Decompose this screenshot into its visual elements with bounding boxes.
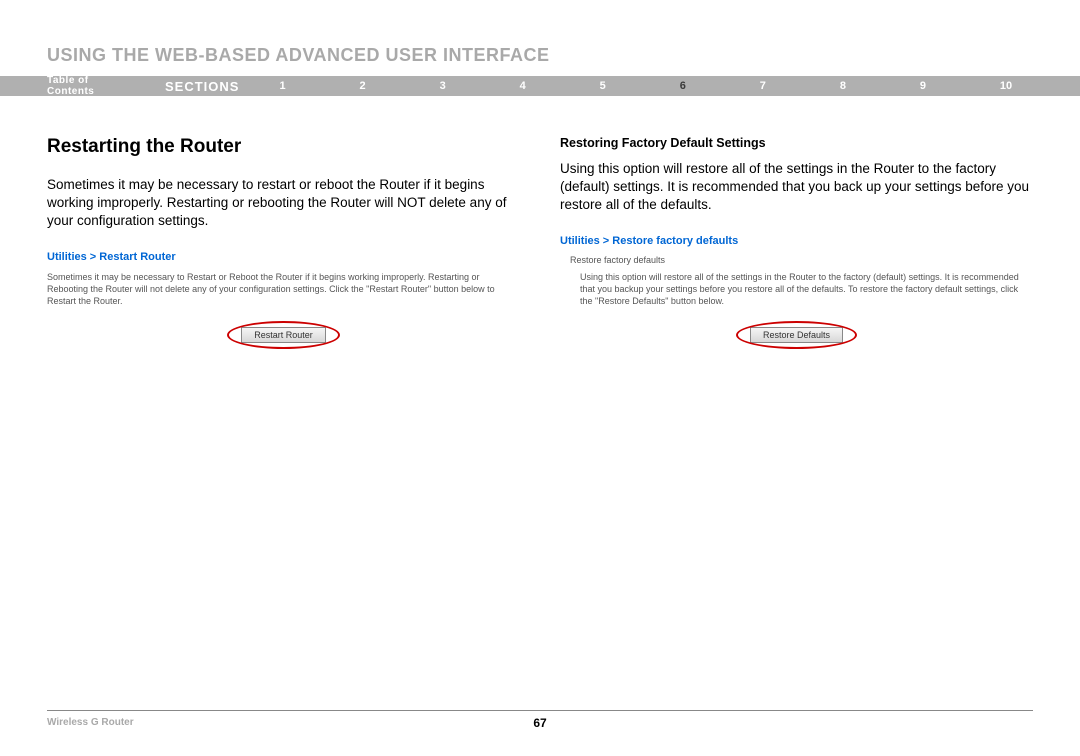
page-title: USING THE WEB-BASED ADVANCED USER INTERF…: [0, 0, 1080, 76]
restore-small-desc: Using this option will restore all of th…: [560, 271, 1033, 307]
content-area: Restarting the Router Sometimes it may b…: [0, 96, 1080, 343]
section-link-5[interactable]: 5: [600, 80, 680, 92]
sections-label: SECTIONS: [165, 79, 239, 94]
restart-router-button[interactable]: Restart Router: [241, 327, 326, 343]
restart-breadcrumb-link[interactable]: Utilities > Restart Router: [47, 251, 520, 263]
right-column: Restoring Factory Default Settings Using…: [560, 136, 1033, 343]
section-link-10[interactable]: 10: [1000, 80, 1080, 92]
restore-breadcrumb-link[interactable]: Utilities > Restore factory defaults: [560, 235, 1033, 247]
page-footer: Wireless G Router 67: [47, 710, 1033, 728]
page-number: 67: [533, 716, 546, 730]
section-link-2[interactable]: 2: [360, 80, 440, 92]
restart-button-wrap: Restart Router: [47, 325, 520, 343]
restore-defaults-button[interactable]: Restore Defaults: [750, 327, 843, 343]
restore-button-wrap: Restore Defaults: [560, 325, 1033, 343]
restart-router-button-label: Restart Router: [241, 327, 326, 343]
section-link-8[interactable]: 8: [840, 80, 920, 92]
section-link-3[interactable]: 3: [440, 80, 520, 92]
section-link-4[interactable]: 4: [520, 80, 600, 92]
restart-body-text: Sometimes it may be necessary to restart…: [47, 176, 520, 231]
section-link-7[interactable]: 7: [760, 80, 840, 92]
restore-defaults-button-label: Restore Defaults: [750, 327, 843, 343]
footer-product-name: Wireless G Router: [47, 717, 134, 728]
restore-body-text: Using this option will restore all of th…: [560, 160, 1033, 215]
restart-heading: Restarting the Router: [47, 136, 520, 158]
restore-sub-heading: Restoring Factory Default Settings: [560, 136, 1033, 150]
section-link-1[interactable]: 1: [279, 80, 359, 92]
section-link-9[interactable]: 9: [920, 80, 1000, 92]
section-link-6[interactable]: 6: [680, 80, 760, 92]
restore-tiny-label: Restore factory defaults: [560, 255, 1033, 265]
left-column: Restarting the Router Sometimes it may b…: [47, 136, 520, 343]
restart-small-desc: Sometimes it may be necessary to Restart…: [47, 271, 520, 307]
section-nav-bar: Table of Contents SECTIONS 1 2 3 4 5 6 7…: [0, 76, 1080, 96]
toc-link[interactable]: Table of Contents: [47, 75, 137, 97]
